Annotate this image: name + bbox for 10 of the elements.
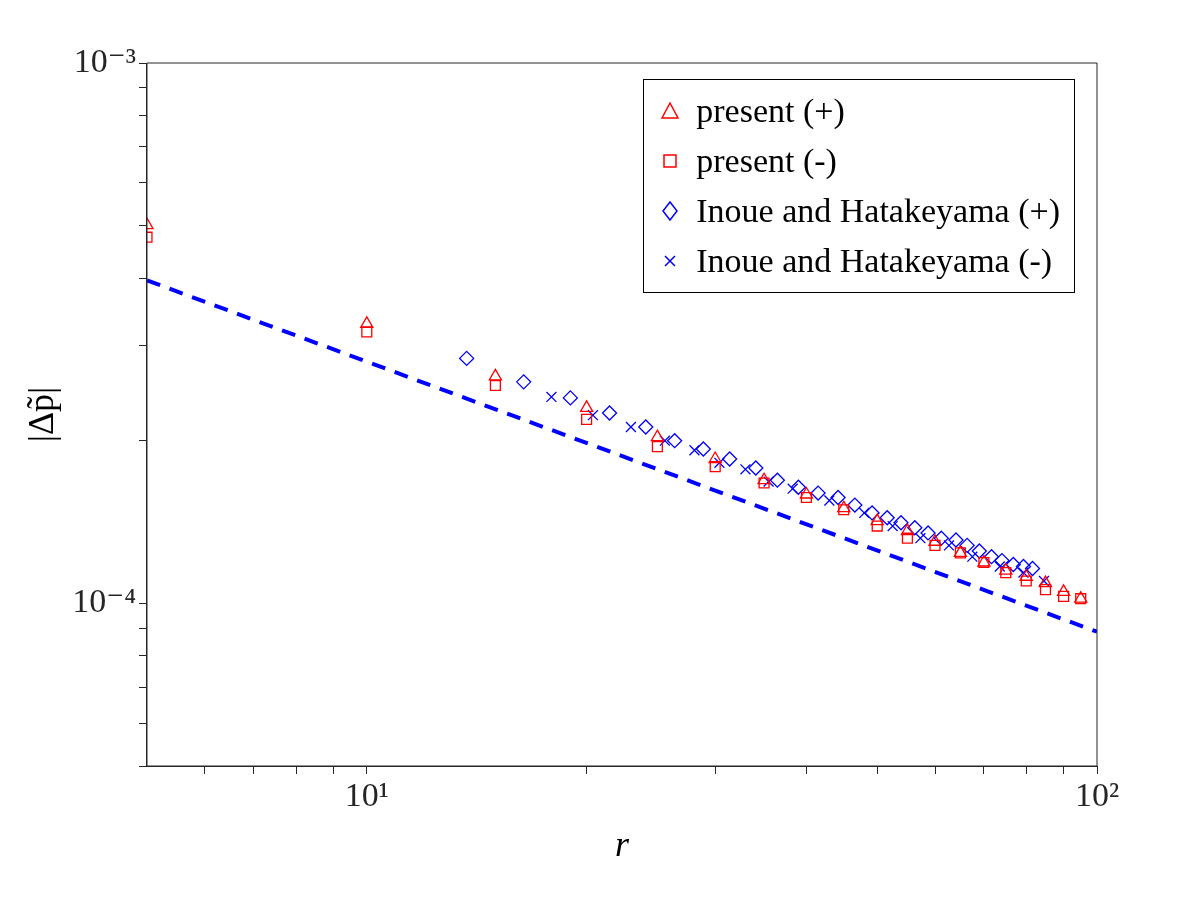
x-tick-label: 10¹ — [344, 776, 389, 814]
legend-label: Inoue and Hatakeyama (-) — [696, 241, 1053, 281]
legend-label: Inoue and Hatakeyama (+) — [696, 191, 1060, 231]
y-tick-label: 10⁻⁴ — [72, 582, 136, 620]
y-axis-title: |Δp̃| — [21, 386, 62, 443]
x-tick-label: 10² — [1074, 776, 1120, 814]
legend-label: present (-) — [696, 141, 837, 181]
y-tick-label: 10⁻³ — [73, 41, 136, 79]
x-axis-title: r — [614, 823, 630, 864]
legend-label: present (+) — [696, 91, 845, 131]
